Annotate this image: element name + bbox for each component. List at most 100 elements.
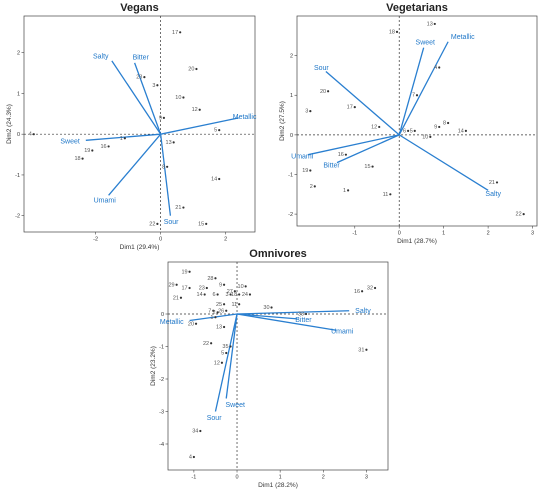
panel1-point-18 [81,157,84,160]
panel3-vector-sweet [225,313,238,399]
panel3-vector-salty [237,310,350,315]
panel1-point-label-21: 21 [175,205,181,211]
panel3-point-label-2: 2 [213,310,216,316]
panel1-point-label-1: 1 [120,136,123,142]
panel3-point-30 [270,306,273,309]
panel1-point-17 [179,31,182,34]
panel2-point-label-21: 21 [489,180,495,186]
panel3-point-24 [248,293,252,296]
panel2-vector-label-salty: Salty [485,191,501,198]
panel3-point-26 [225,309,228,312]
panel1-point-20 [195,67,198,71]
panel2-point-13 [433,22,436,26]
panel3-point-label-32: 32 [367,286,373,292]
panel2-point-18 [395,30,399,33]
panel3-y-tick-label: -4 [159,442,164,448]
panel2-point-8 [447,121,450,125]
panel2-point-label-15: 15 [364,164,370,170]
panel2-x-tick-label: 1 [442,231,445,237]
panel3-point-label-14: 14 [197,292,203,298]
panel2-point-label-16: 16 [338,152,344,158]
panel2-point-16 [344,153,347,156]
panel3-point-label-13: 13 [216,325,222,331]
panel3-point-33 [304,312,308,316]
panel3-y-tick-label: -2 [159,377,164,383]
panel2-vector-label-sweet: Sweet [416,39,436,46]
panel1-point-3 [156,84,159,87]
panel3-point-6 [216,293,219,296]
panel2-y-tick-label: -1 [288,172,293,178]
panel3-point-35 [229,345,232,348]
panel2-y-axis-label: Dim2 (27.5%) [279,101,286,141]
panel2-x-tick-label: 2 [487,231,490,237]
panel2-point-label-18: 18 [389,29,395,35]
panel2-point-label-14: 14 [458,128,464,134]
panel3-point-5 [225,351,228,355]
panel3-point-label-4: 4 [189,455,192,461]
panel3-point-17 [188,286,191,290]
panel3-title: Omnivores [249,248,306,260]
panel2-vector-sour [325,70,400,136]
panel3-point-label-18: 18 [231,292,237,298]
panel1-point-label-13: 13 [166,140,172,146]
panel2-vector-metallic [398,41,449,136]
panel3-point-16 [361,290,364,293]
panel3-x-tick-label: 3 [365,475,368,481]
panel1-x-tick-label: 2 [224,237,227,243]
panel3-point-label-7: 7 [208,308,211,314]
panel2-point-label-17: 17 [347,105,353,111]
panel3-point-3 [229,293,232,296]
panel3-point-31 [365,348,368,351]
panel3-vector-label-bitter: Bitter [295,317,312,324]
panel2-y-tick-label: 1 [290,93,293,99]
panel1-point-label-23: 23 [136,75,142,81]
panel3-point-21 [179,296,183,299]
panel1-point-label-15: 15 [198,221,204,227]
panel2-y-tick-label: 0 [290,133,293,139]
panel1-vector-bitter [134,62,162,135]
panel2-point-label-1: 1 [343,188,346,194]
panel3-point-34 [199,429,202,433]
panel2-point-label-7: 7 [412,93,415,99]
panel3-point-23 [205,286,208,290]
panel3-point-label-29: 29 [169,282,175,288]
panel3-x-tick-label: 0 [235,475,238,481]
panel2-point-20 [327,90,330,93]
panel3-vector-metallic [189,313,238,322]
panel2-point-label-2: 2 [310,184,313,190]
panel3-x-axis-label: Dim1 (28.2%) [258,482,298,489]
panel1-vector-sweet [85,133,161,141]
panel3-point-label-34: 34 [192,429,198,435]
panel1-y-tick-label: 0 [17,132,20,138]
panel3-point-label-11: 11 [231,302,237,308]
panel2-point-7 [415,94,419,97]
panel3-point-label-24: 24 [242,292,248,298]
panel3-point-label-23: 23 [199,286,205,292]
panel1-title: Vegans [120,2,159,14]
panel2-point-label-20: 20 [320,89,326,95]
panel1-point-21 [182,206,185,209]
panel2-point-15 [371,165,374,168]
panel1-point-10 [182,96,185,99]
panel1-point-16 [107,145,110,148]
panel3-point-label-17: 17 [181,286,187,292]
panel1-point-label-18: 18 [74,156,80,162]
panel1-point-label-8: 8 [162,164,165,170]
panel3-point-label-26: 26 [218,308,224,314]
panel2-point-6 [407,129,410,133]
panel1-point-1 [123,137,126,140]
panel1-vector-label-bitter: Bitter [133,55,150,62]
panel2-point-21 [495,181,499,184]
panel3-point-28 [214,277,217,280]
panel3-point-label-5: 5 [221,351,224,357]
panel1-vector-umami [108,133,162,196]
panel3-point-12 [220,361,224,364]
panel2-point-label-5: 5 [410,128,413,134]
panel1-point-23 [143,76,146,79]
panel2-vector-label-bitter: Bitter [323,163,340,170]
panel2-x-tick-label: -1 [352,231,357,237]
panel2-point-label-4: 4 [434,65,437,71]
panel1-point-22 [156,222,159,225]
panel2-vector-salty [398,134,489,191]
panel2-point-11 [389,193,392,196]
